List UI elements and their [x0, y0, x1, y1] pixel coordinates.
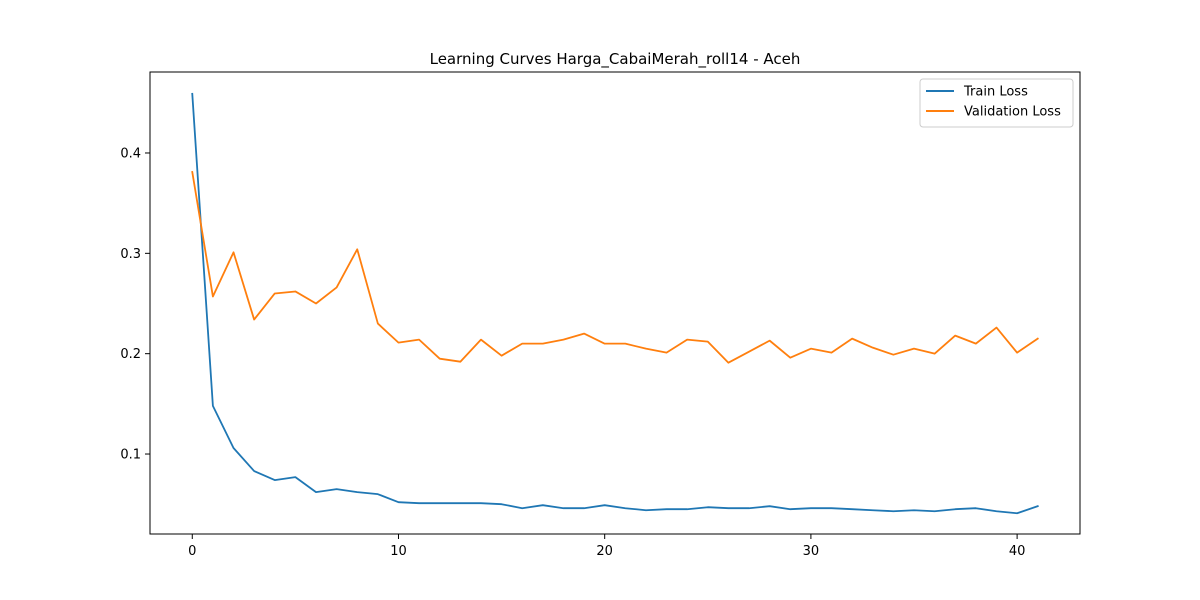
- x-axis: 0 10 20 30 40: [188, 534, 1025, 559]
- x-tick-label: 20: [596, 544, 613, 559]
- y-tick-label: 0.2: [120, 347, 141, 362]
- y-tick-label: 0.3: [120, 247, 141, 262]
- plot-frame: [149, 71, 1081, 535]
- y-axis: 0.1 0.2 0.3 0.4: [120, 146, 150, 463]
- x-tick-label: 40: [1009, 544, 1026, 559]
- y-tick-label: 0.4: [120, 146, 141, 161]
- x-tick-label: 30: [803, 544, 820, 559]
- chart-title: Learning Curves Harga_CabaiMerah_roll14 …: [430, 50, 801, 69]
- series-line-train-loss: [191, 92, 1039, 515]
- y-tick-label: 0.1: [120, 448, 141, 463]
- legend: Train Loss Validation Loss: [919, 78, 1074, 128]
- x-tick-label: 0: [188, 544, 196, 559]
- series-line-validation-loss: [191, 171, 1039, 364]
- legend-label: Train Loss: [963, 85, 1028, 100]
- x-tick-label: 10: [390, 544, 407, 559]
- series-layer: [191, 92, 1039, 515]
- legend-box: [919, 78, 1074, 128]
- legend-label: Validation Loss: [964, 105, 1061, 120]
